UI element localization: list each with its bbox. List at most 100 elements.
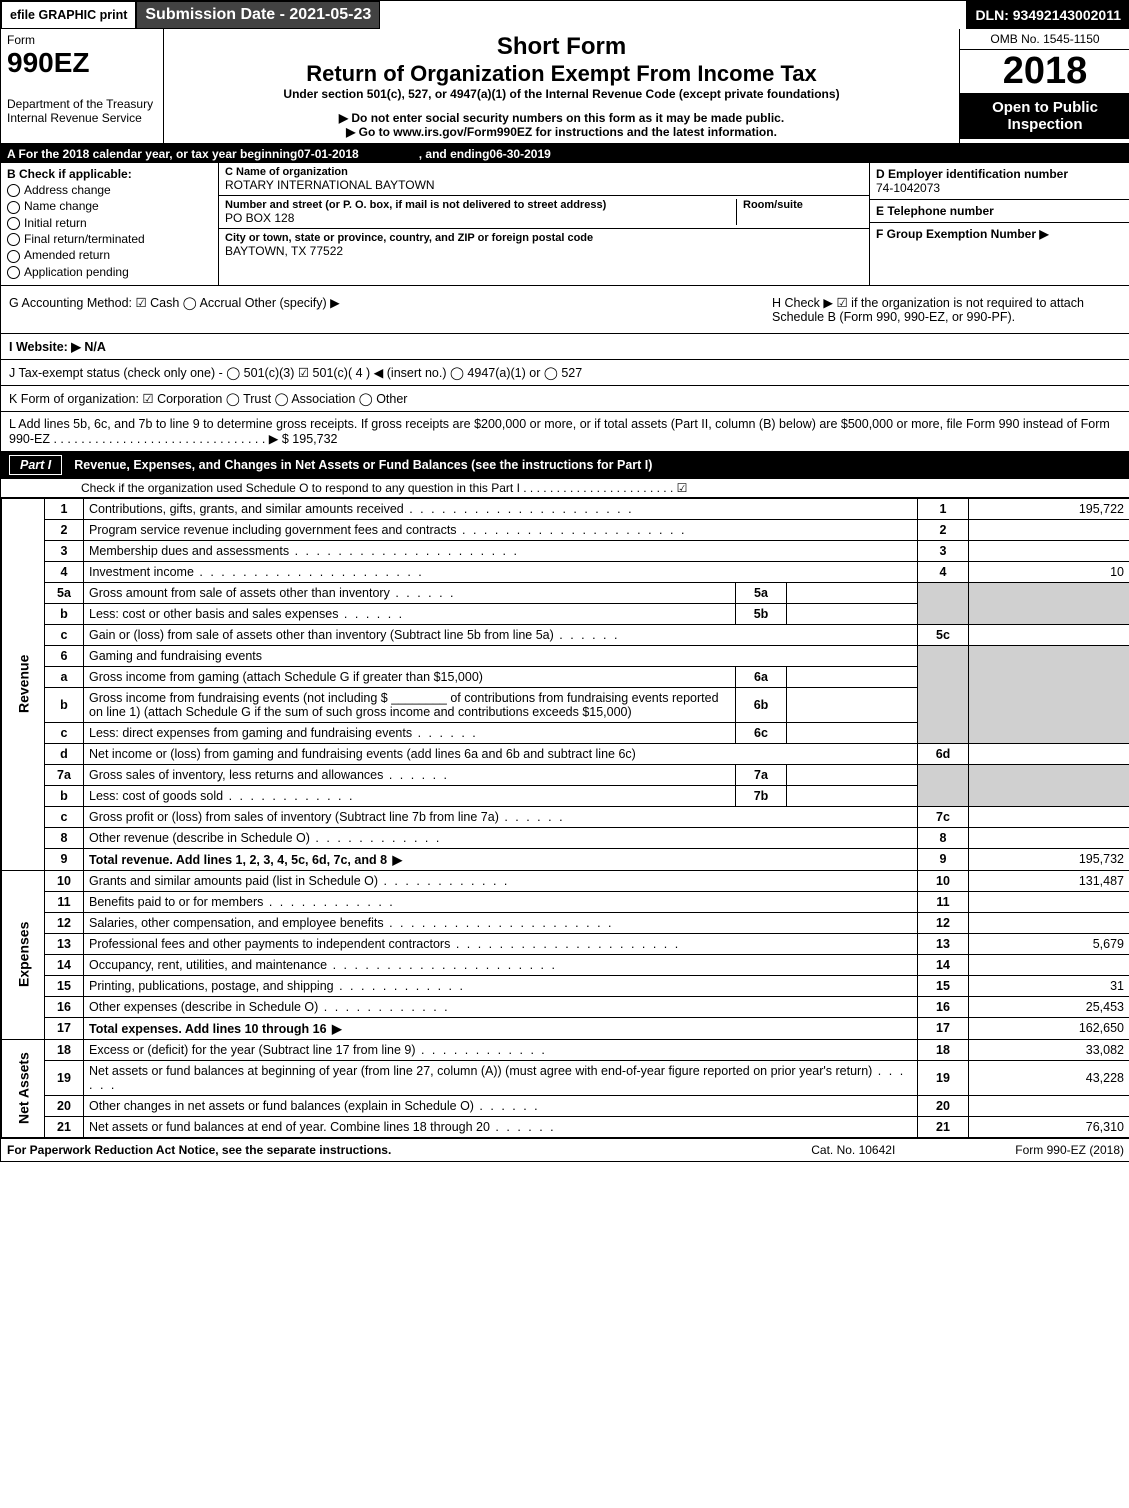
line-desc: Gaming and fundraising events — [84, 645, 918, 666]
tax-exempt-row: J Tax-exempt status (check only one) - ◯… — [1, 359, 1129, 385]
line-j: J Tax-exempt status (check only one) - ◯… — [9, 365, 1122, 380]
box-b: B Check if applicable: Address change Na… — [1, 163, 219, 285]
num-col: 11 — [918, 891, 969, 912]
grey-cell — [969, 764, 1129, 806]
lineno: 11 — [45, 891, 84, 912]
box-e: E Telephone number — [870, 200, 1129, 223]
dln-number: DLN: 93492143002011 — [966, 1, 1129, 29]
main-title: Return of Organization Exempt From Incom… — [174, 61, 949, 87]
chk-initial-return[interactable]: Initial return — [7, 216, 212, 230]
org-form-row: K Form of organization: ☑ Corporation ◯ … — [1, 385, 1129, 411]
table-row: 8 Other revenue (describe in Schedule O)… — [2, 827, 1129, 848]
num-col: 7c — [918, 806, 969, 827]
lineno: b — [45, 785, 84, 806]
line-desc: Investment income — [84, 561, 918, 582]
amount: 25,453 — [969, 996, 1129, 1017]
lineno: 18 — [45, 1039, 84, 1060]
num-col: 16 — [918, 996, 969, 1017]
omb-number: OMB No. 1545-1150 — [960, 29, 1129, 50]
chk-application-pending[interactable]: Application pending — [7, 265, 212, 279]
chk-address-change[interactable]: Address change — [7, 183, 212, 197]
lineno: b — [45, 687, 84, 722]
period-row: A For the 2018 calendar year, or tax yea… — [1, 145, 1129, 163]
table-row: Expenses 10 Grants and similar amounts p… — [2, 870, 1129, 891]
num-col: 6d — [918, 743, 969, 764]
mid-amount — [787, 687, 918, 722]
num-col: 4 — [918, 561, 969, 582]
num-col: 2 — [918, 519, 969, 540]
address-value: PO BOX 128 — [225, 211, 736, 225]
table-row: 11 Benefits paid to or for members 11 — [2, 891, 1129, 912]
ein-label: D Employer identification number — [876, 167, 1124, 181]
header-right: OMB No. 1545-1150 2018 Open to Public In… — [959, 29, 1129, 143]
line-i: I Website: ▶ N/A — [9, 339, 1122, 354]
amount — [969, 743, 1129, 764]
footer-right: Form 990-EZ (2018) — [1015, 1143, 1124, 1157]
amount — [969, 806, 1129, 827]
chk-final-return[interactable]: Final return/terminated — [7, 232, 212, 246]
goto-link: ▶ Go to www.irs.gov/Form990EZ for instru… — [174, 125, 949, 139]
period-end: 06-30-2019 — [489, 147, 550, 161]
expenses-section-label: Expenses — [2, 870, 45, 1039]
line-desc: Other changes in net assets or fund bala… — [84, 1095, 918, 1116]
line-desc: Less: direct expenses from gaming and fu… — [84, 722, 736, 743]
table-row: Net Assets 18 Excess or (deficit) for th… — [2, 1039, 1129, 1060]
lineno: 13 — [45, 933, 84, 954]
top-bar: efile GRAPHIC print Submission Date - 20… — [1, 1, 1129, 29]
lineno: 12 — [45, 912, 84, 933]
amount: 76,310 — [969, 1116, 1129, 1137]
num-col: 9 — [918, 848, 969, 870]
table-row: 9 Total revenue. Add lines 1, 2, 3, 4, 5… — [2, 848, 1129, 870]
amount — [969, 912, 1129, 933]
num-col: 10 — [918, 870, 969, 891]
chk-final-return-label: Final return/terminated — [24, 232, 145, 246]
table-row: 19 Net assets or fund balances at beginn… — [2, 1060, 1129, 1095]
num-col: 3 — [918, 540, 969, 561]
part-i-desc: Revenue, Expenses, and Changes in Net As… — [74, 458, 1122, 472]
num-col: 8 — [918, 827, 969, 848]
box-f: F Group Exemption Number ▶ — [870, 223, 1129, 245]
num-col: 15 — [918, 975, 969, 996]
part-i-header: Part I Revenue, Expenses, and Changes in… — [1, 451, 1129, 479]
chk-amended-return[interactable]: Amended return — [7, 248, 212, 262]
line-l: L Add lines 5b, 6c, and 7b to line 9 to … — [9, 417, 1122, 446]
line-desc: Excess or (deficit) for the year (Subtra… — [84, 1039, 918, 1060]
netassets-section-label: Net Assets — [2, 1039, 45, 1137]
part-i-tab: Part I — [9, 455, 62, 475]
table-row: 17 Total expenses. Add lines 10 through … — [2, 1017, 1129, 1039]
line-desc: Less: cost or other basis and sales expe… — [84, 603, 736, 624]
amount — [969, 827, 1129, 848]
amount: 195,732 — [969, 848, 1129, 870]
line-desc: Occupancy, rent, utilities, and maintena… — [84, 954, 918, 975]
grey-cell — [918, 645, 969, 743]
num-col: 14 — [918, 954, 969, 975]
footer-left: For Paperwork Reduction Act Notice, see … — [7, 1143, 811, 1157]
lineno: 14 — [45, 954, 84, 975]
lineno: a — [45, 666, 84, 687]
grey-cell — [969, 582, 1129, 624]
address-label: Number and street (or P. O. box, if mail… — [225, 199, 736, 211]
mid-lineno: 6a — [736, 666, 787, 687]
line-desc: Gross income from gaming (attach Schedul… — [84, 666, 736, 687]
chk-name-change[interactable]: Name change — [7, 199, 212, 213]
lineno: 1 — [45, 498, 84, 519]
part-i-check: Check if the organization used Schedule … — [1, 479, 1129, 498]
header-left: Form 990EZ Department of the Treasury In… — [1, 29, 164, 143]
amount: 131,487 — [969, 870, 1129, 891]
lineno: c — [45, 806, 84, 827]
chk-name-change-label: Name change — [24, 199, 99, 213]
chk-address-change-label: Address change — [24, 183, 111, 197]
city-value: BAYTOWN, TX 77522 — [225, 244, 593, 258]
open-inspection: Open to Public Inspection — [960, 93, 1129, 139]
table-row: Revenue 1 Contributions, gifts, grants, … — [2, 498, 1129, 519]
lineno: 2 — [45, 519, 84, 540]
lineno: 8 — [45, 827, 84, 848]
mid-amount — [787, 603, 918, 624]
table-row: 3 Membership dues and assessments 3 — [2, 540, 1129, 561]
lineno: 15 — [45, 975, 84, 996]
form-number: 990EZ — [7, 47, 157, 79]
mid-lineno: 5b — [736, 603, 787, 624]
line-desc: Total expenses. Add lines 10 through 16 — [84, 1017, 918, 1039]
lineno: 3 — [45, 540, 84, 561]
lineno: 10 — [45, 870, 84, 891]
